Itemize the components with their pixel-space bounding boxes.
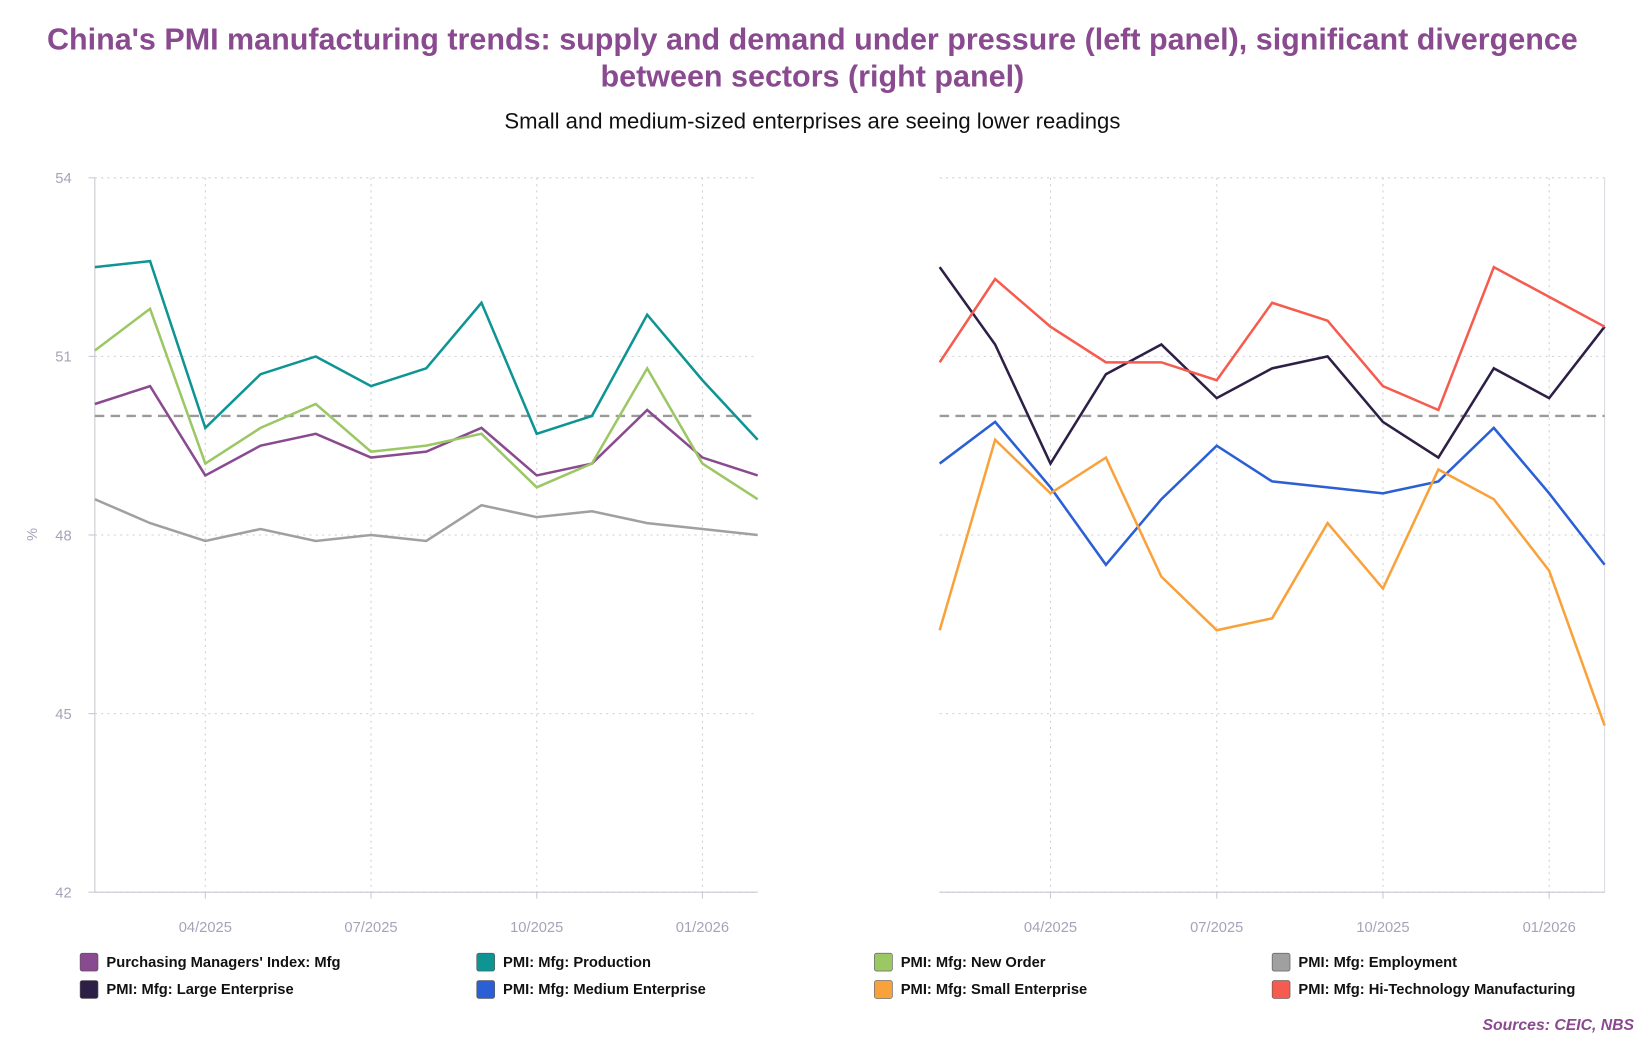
x-tick-label: 07/2025 — [1190, 920, 1243, 936]
legend-swatch — [874, 952, 893, 972]
panel-left: 04/2025 07/2025 10/2025 01/2026 42 45 48 51 54 — [55, 171, 759, 936]
legend-swatch — [476, 980, 495, 999]
series-line-right-0 — [938, 266, 1606, 467]
panel-right: 04/2025 07/2025 10/2025 01/2026 — [938, 177, 1606, 936]
series-line-right-2 — [938, 437, 1606, 726]
legend-item: PMI: Mfg: Large Enterprise — [79, 980, 294, 999]
legend-label: PMI: Mfg: Hi-Technology Manufacturing — [1298, 982, 1575, 998]
legend: Purchasing Managers' Index: Mfg PMI: Mfg:… — [79, 952, 1575, 999]
series-line-right-1 — [938, 420, 1606, 567]
legend-item: PMI: Mfg: New Order — [874, 952, 1046, 972]
legend-label: PMI: Mfg: Production — [503, 955, 651, 971]
legend-label: PMI: Mfg: Large Enterprise — [106, 982, 293, 998]
x-tick-label: 10/2025 — [510, 920, 563, 936]
legend-label: PMI: Mfg: Medium Enterprise — [503, 982, 706, 998]
series-line-left-0 — [94, 384, 759, 478]
series-line-left-3 — [94, 498, 758, 543]
y-tick-label: 54 — [55, 171, 71, 187]
x-tick-label: 10/2025 — [1356, 920, 1409, 936]
y-axis-label: % — [25, 528, 41, 541]
legend-swatch — [874, 980, 893, 999]
source-note: Sources: CEIC, NBS — [1483, 1017, 1635, 1034]
x-tick-label: 01/2026 — [676, 920, 729, 936]
legend-item: PMI: Mfg: Hi-Technology Manufacturing — [1271, 980, 1575, 999]
x-tick-label: 01/2026 — [1523, 920, 1576, 936]
chart-title-line2: between sectors (right panel) — [601, 59, 1025, 93]
legend-item: PMI: Mfg: Small Enterprise — [874, 980, 1087, 999]
series-line-left-2 — [94, 306, 759, 501]
x-tick-label: 04/2025 — [1024, 920, 1077, 936]
legend-label: PMI: Mfg: Small Enterprise — [901, 982, 1087, 998]
panels: 04/2025 07/2025 10/2025 01/2026424548515404… — [55, 171, 1606, 936]
series-line-left-1 — [94, 259, 759, 441]
chart-title-line1: China's PMI manufacturing trends: supply… — [47, 22, 1578, 56]
legend-swatch — [79, 952, 99, 972]
series-line-right-3 — [938, 265, 1606, 412]
y-tick-label: 42 — [55, 885, 71, 901]
y-tick-label: 45 — [55, 707, 71, 723]
legend-swatch — [79, 980, 99, 999]
y-tick-label: 48 — [55, 528, 71, 544]
legend-swatch — [1271, 952, 1291, 972]
legend-label: PMI: Mfg: Employment — [1298, 955, 1457, 971]
chart-subtitle: Small and medium-sized enterprises are s… — [504, 108, 1120, 133]
x-tick-label: 04/2025 — [179, 920, 232, 936]
legend-item: PMI: Mfg: Medium Enterprise — [476, 980, 706, 999]
legend-item: PMI: Mfg: Production — [476, 952, 651, 972]
legend-label: Purchasing Managers' Index: Mfg — [106, 955, 340, 971]
legend-label: PMI: Mfg: New Order — [901, 955, 1046, 971]
legend-swatch — [1271, 980, 1291, 999]
legend-item: PMI: Mfg: Employment — [1271, 952, 1457, 972]
x-tick-label: 07/2025 — [344, 920, 397, 936]
legend-swatch — [476, 952, 495, 972]
legend-item: Purchasing Managers' Index: Mfg — [79, 952, 341, 972]
y-tick-label: 51 — [55, 350, 71, 366]
